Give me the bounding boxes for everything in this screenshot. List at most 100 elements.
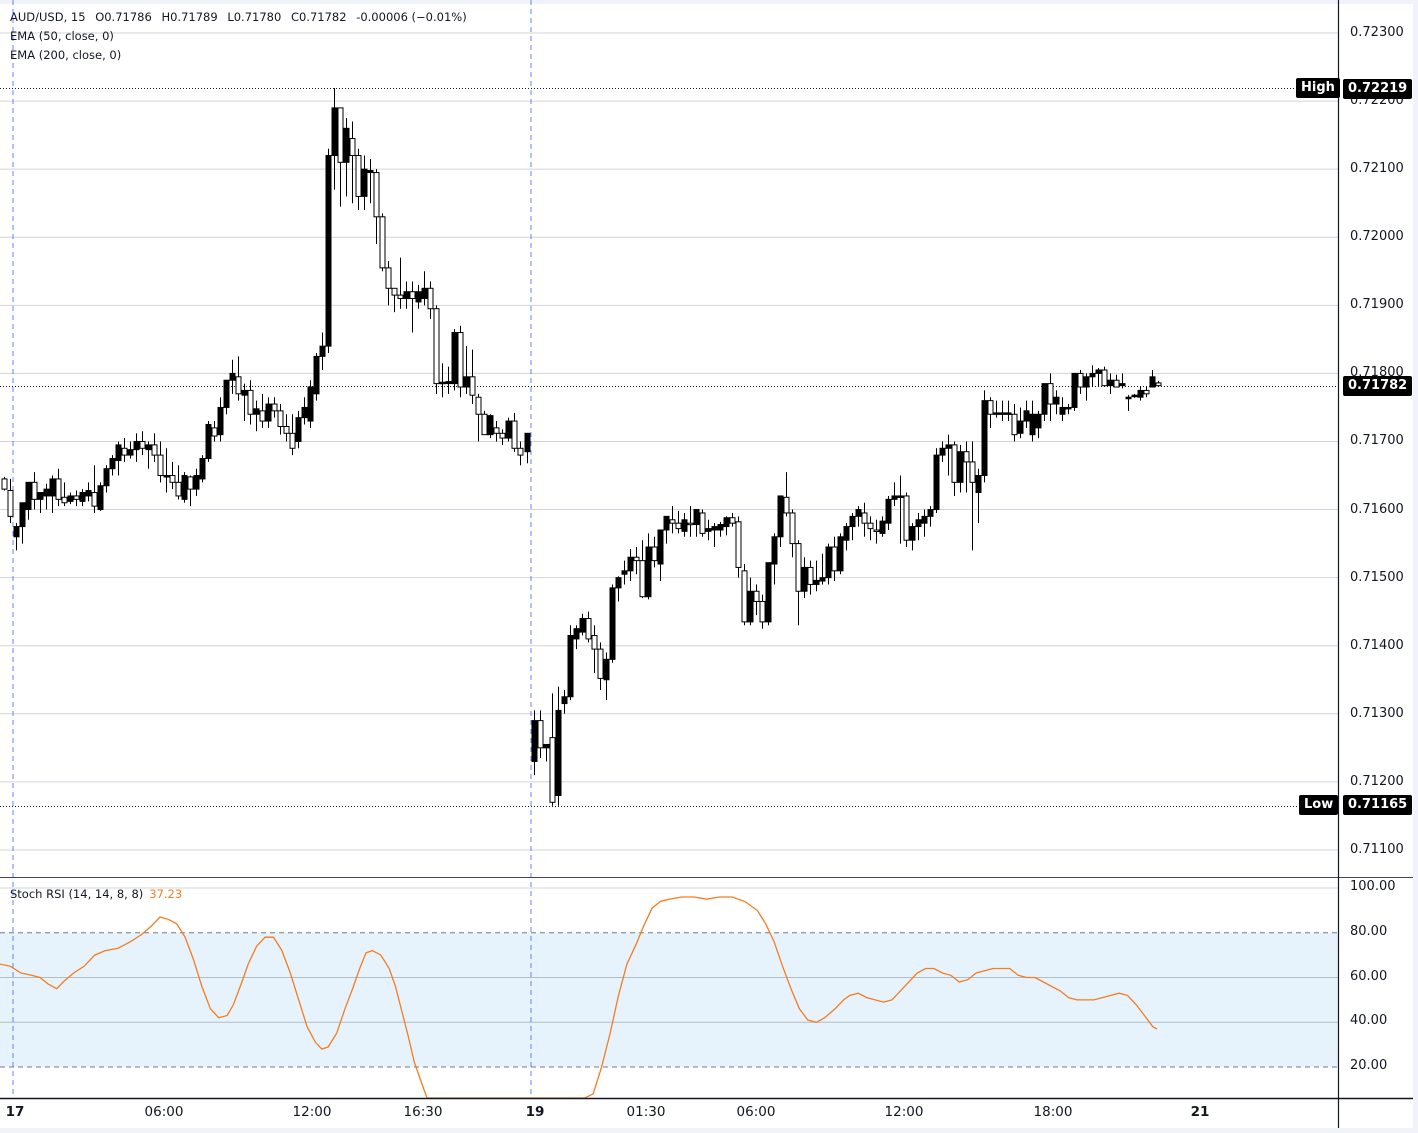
time-axis-label: 06:00 bbox=[144, 1104, 184, 1120]
candle-up bbox=[705, 528, 712, 532]
candle-up bbox=[25, 481, 32, 511]
candle-down bbox=[537, 720, 544, 749]
price-axis-label: 0.71900 bbox=[1350, 297, 1404, 313]
candle-down bbox=[1047, 383, 1054, 405]
candle-up bbox=[843, 526, 850, 541]
stoch-band-fill bbox=[0, 932, 1338, 1067]
candle-down bbox=[675, 522, 682, 530]
candle-up bbox=[85, 489, 92, 497]
candle-down bbox=[753, 590, 760, 602]
candle-up bbox=[181, 475, 188, 500]
candle-up bbox=[505, 420, 512, 439]
candle-up bbox=[265, 403, 272, 422]
price-axis-label: 0.71300 bbox=[1350, 705, 1404, 721]
candle-up bbox=[555, 709, 562, 796]
ohlc-open: O0.71786 bbox=[95, 10, 152, 24]
candle-up bbox=[241, 389, 248, 396]
candle-up bbox=[229, 372, 236, 381]
candle-down bbox=[969, 461, 976, 483]
candle-up bbox=[145, 444, 152, 451]
last-price-tag: 0.71782 bbox=[1343, 376, 1413, 396]
candle-down bbox=[373, 172, 380, 218]
candle-up bbox=[1095, 369, 1102, 374]
candle-up bbox=[1107, 379, 1114, 387]
candle-down bbox=[73, 495, 80, 500]
candle-down bbox=[379, 216, 386, 269]
candle-down bbox=[633, 556, 640, 562]
indicator-ema-200[interactable]: EMA (200, close, 0) bbox=[10, 48, 122, 62]
candle-down bbox=[807, 566, 814, 585]
candle-up bbox=[615, 577, 622, 589]
top-strip bbox=[0, 0, 1418, 4]
stoch-rsi-legend[interactable]: Stoch RSI (14, 14, 8, 8) 37.23 bbox=[10, 887, 182, 901]
candle-up bbox=[957, 451, 964, 483]
candle-down bbox=[1011, 413, 1018, 436]
candle-up bbox=[193, 475, 200, 490]
ohlc-change: -0.00006 (−0.01%) bbox=[356, 10, 467, 24]
candle-up bbox=[43, 488, 50, 497]
candle-down bbox=[783, 496, 790, 514]
candle-up bbox=[567, 635, 574, 698]
high-price-tag: 0.72219 bbox=[1343, 79, 1413, 99]
symbol-interval[interactable]: AUD/USD, 15 bbox=[10, 10, 86, 24]
candle-up bbox=[127, 449, 134, 456]
candle-down bbox=[259, 410, 266, 422]
time-axis-label: 12:00 bbox=[884, 1104, 924, 1120]
candle-up bbox=[621, 570, 628, 575]
candle-down bbox=[759, 600, 766, 623]
ohlc-close: C0.71782 bbox=[290, 10, 347, 24]
candle-up bbox=[1131, 394, 1138, 398]
candle-up bbox=[1017, 420, 1024, 434]
candle-up bbox=[975, 475, 982, 494]
candle-up bbox=[1125, 396, 1132, 400]
candle-up bbox=[367, 170, 374, 174]
candle-down bbox=[469, 376, 476, 396]
time-axis-label: 19 bbox=[525, 1104, 545, 1120]
stoch-axis-label: 80.00 bbox=[1350, 923, 1388, 939]
candle-up bbox=[939, 447, 946, 456]
candle-down bbox=[427, 287, 434, 310]
candle-down bbox=[549, 737, 556, 803]
candle-down bbox=[175, 481, 182, 497]
candle-up bbox=[885, 498, 892, 524]
candle-up bbox=[915, 519, 922, 528]
indicator-ema-50[interactable]: EMA (50, close, 0) bbox=[10, 29, 114, 43]
time-axis-label: 18:00 bbox=[1033, 1104, 1073, 1120]
candle-down bbox=[795, 543, 802, 592]
candle-up bbox=[627, 556, 634, 572]
price-axis-label: 0.71700 bbox=[1350, 433, 1404, 449]
candle-down bbox=[271, 403, 278, 412]
candle-up bbox=[67, 495, 74, 502]
candle-up bbox=[855, 509, 862, 517]
time-axis-label: 01:30 bbox=[626, 1104, 666, 1120]
candle-down bbox=[861, 512, 868, 524]
price-axis-label: 0.71600 bbox=[1350, 501, 1404, 517]
price-axis-label: 0.72000 bbox=[1350, 229, 1404, 245]
candle-up bbox=[524, 432, 531, 453]
candle-up bbox=[573, 628, 580, 640]
candle-down bbox=[355, 155, 362, 197]
candle-down bbox=[735, 521, 742, 568]
candle-down bbox=[1113, 379, 1120, 388]
candle-up bbox=[909, 526, 916, 541]
ohlc-high: H0.71789 bbox=[161, 10, 218, 24]
candle-up bbox=[819, 577, 826, 582]
candle-up bbox=[981, 400, 988, 477]
candle-down bbox=[741, 570, 748, 623]
candle-up bbox=[711, 526, 718, 531]
candle-down bbox=[669, 519, 676, 524]
time-axis-label: 12:00 bbox=[292, 1104, 332, 1120]
price-axis-label: 0.71400 bbox=[1350, 637, 1404, 653]
candle-up bbox=[771, 536, 778, 565]
price-axis-label: 0.71100 bbox=[1350, 841, 1404, 857]
candle-down bbox=[277, 410, 284, 428]
candle-up bbox=[439, 381, 446, 385]
candle-down bbox=[1101, 369, 1108, 387]
candle-up bbox=[13, 526, 20, 538]
stoch-rsi-label: Stoch RSI (14, 14, 8, 8) bbox=[10, 887, 144, 901]
candle-up bbox=[325, 155, 332, 347]
candle-up bbox=[933, 454, 940, 511]
candle-down bbox=[639, 560, 646, 598]
